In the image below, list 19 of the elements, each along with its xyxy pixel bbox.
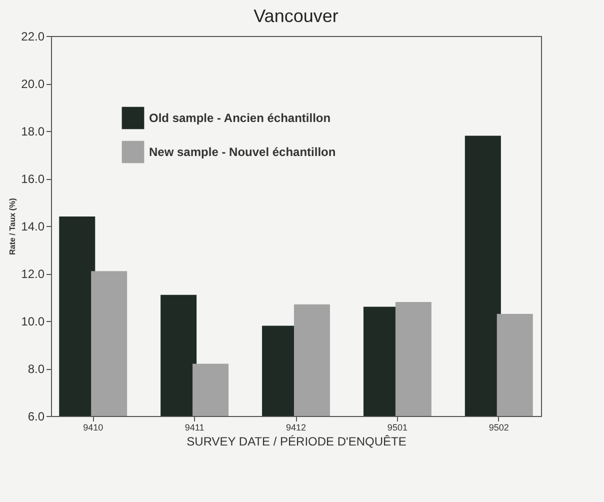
y-tick-label: 14.0 — [21, 220, 45, 234]
y-tick-label: 16.0 — [21, 172, 45, 186]
chart-title: Vancouver — [254, 6, 338, 26]
y-axis-title: Rate / Taux (%) — [8, 198, 18, 255]
y-tick-label: 10.0 — [21, 314, 45, 328]
y-tick-label: 18.0 — [21, 124, 45, 138]
x-tick-label: 9502 — [488, 422, 509, 432]
x-tick-label: 9412 — [286, 422, 306, 432]
y-tick-label: 8.0 — [28, 362, 45, 376]
legend-label: Old sample - Ancien échantillon — [149, 111, 331, 125]
x-axis-title: SURVEY DATE / PÉRIODE D'ENQUÊTE — [186, 434, 406, 448]
x-tick-label: 9501 — [387, 422, 408, 432]
y-tick-label: 12.0 — [21, 267, 45, 281]
y-tick-label: 6.0 — [28, 410, 45, 424]
y-tick-label: 20.0 — [21, 77, 45, 91]
x-tick-label: 9411 — [184, 422, 204, 432]
x-tick-label: 9410 — [83, 422, 104, 432]
y-tick-label: 22.0 — [21, 30, 45, 44]
legend-label: New sample - Nouvel échantillon — [149, 145, 336, 159]
